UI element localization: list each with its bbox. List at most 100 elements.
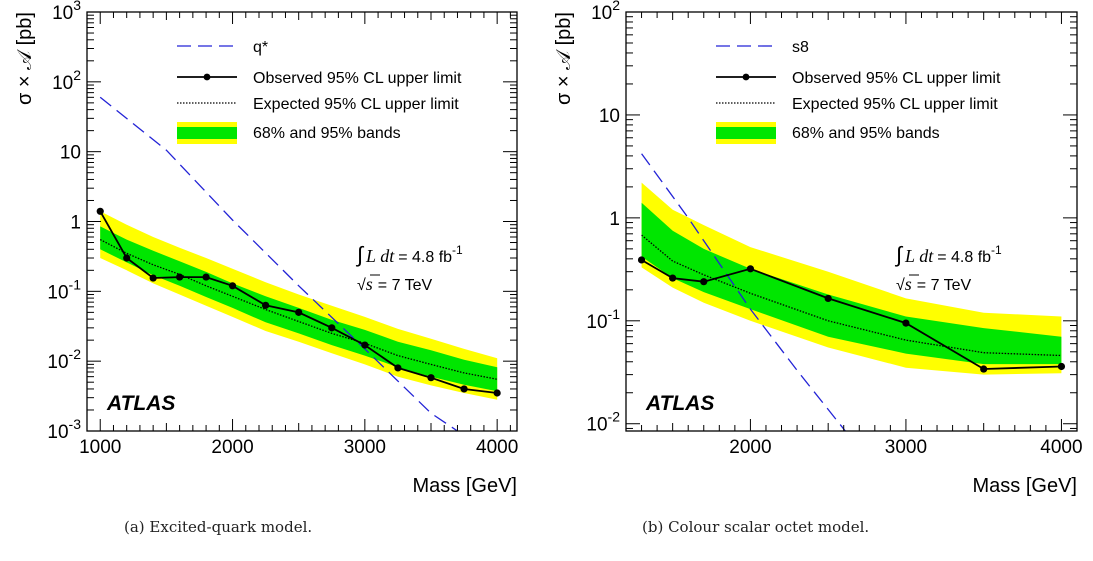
caption-a: (a) Excited-quark model. — [124, 518, 313, 536]
observed-point — [700, 278, 708, 286]
y-tick-exp: -2 — [608, 409, 621, 425]
x-tick-label: 4000 — [1040, 437, 1082, 458]
observed-point — [746, 265, 755, 273]
y-tick-base: 10 — [47, 422, 68, 443]
lumi-value: = 4.8 fb — [398, 249, 452, 266]
y-tick-base: 10 — [586, 415, 607, 436]
x-tick-label: 3000 — [885, 437, 927, 458]
legend-expected-label: Expected 95% CL upper limit — [253, 96, 459, 113]
observed-point — [176, 273, 184, 281]
y-tick-label: 10-2 — [47, 346, 81, 373]
legend-bands-label: 68% and 95% bands — [792, 125, 940, 142]
x-axis-title: Mass [GeV] — [413, 475, 517, 497]
energy-s: s — [905, 274, 912, 294]
x-tick-label: 2000 — [729, 437, 771, 458]
observed-point — [96, 207, 104, 215]
observed-point — [669, 274, 677, 282]
observed-point — [493, 389, 501, 397]
y-tick-label: 1 — [70, 213, 81, 234]
band-68 — [641, 202, 1062, 365]
lumi-exp: -1 — [991, 243, 1002, 257]
plot-frame — [625, 11, 1078, 432]
legend-observed-marker — [203, 73, 211, 81]
legend-observed-label: Observed 95% CL upper limit — [253, 70, 462, 87]
y-tick-base: 10 — [599, 106, 620, 127]
theory-line — [99, 96, 458, 431]
y-tick-label: 10-2 — [586, 409, 620, 436]
energy-sqrt: √ — [896, 277, 905, 294]
legend-theory-label: s8 — [792, 39, 809, 56]
plot-area — [96, 96, 501, 431]
observed-point — [460, 385, 468, 393]
observed-point — [980, 365, 988, 373]
y-tick-base: 1 — [609, 209, 620, 230]
observed-line — [641, 259, 1062, 370]
observed-point — [394, 364, 402, 372]
observed-point — [637, 256, 646, 264]
energy-value: = 7 TeV — [917, 277, 972, 294]
observed-point — [228, 282, 237, 290]
legend-bands-label: 68% and 95% bands — [253, 125, 401, 142]
legend-band68-swatch — [177, 127, 237, 139]
energy-s: s — [366, 274, 373, 294]
lumi-line: ∫ L dt = 4.8 fb-1 — [355, 242, 463, 267]
observed-point — [262, 301, 270, 309]
y-tick-exp: 2 — [73, 67, 81, 83]
legend-band68-swatch — [716, 127, 776, 139]
x-tick-label: 4000 — [476, 437, 518, 458]
y-tick-label: 103 — [52, 0, 81, 24]
y-tick-label: 102 — [52, 67, 81, 94]
x-tick-label: 3000 — [344, 437, 386, 458]
y-tick-base: 10 — [52, 73, 73, 94]
y-tick-exp: -1 — [69, 276, 82, 292]
observed-point — [295, 308, 303, 316]
energy-line: √s = 7 TeV — [357, 274, 433, 294]
lumi-line: ∫ L dt = 4.8 fb-1 — [894, 242, 1002, 267]
observed-point — [149, 274, 157, 282]
legend-observed-label: Observed 95% CL upper limit — [792, 70, 1001, 87]
observed-point — [361, 341, 369, 349]
y-tick-base: 10 — [586, 312, 607, 333]
y-tick-base: 10 — [47, 352, 68, 373]
y-tick-label: 10-1 — [47, 276, 81, 303]
y-tick-base: 10 — [591, 3, 612, 24]
y-axis-title: σ × 𝒜 [pb] — [14, 12, 36, 105]
energy-sqrt: √ — [357, 277, 366, 294]
y-tick-label: 10-1 — [586, 306, 620, 333]
x-tick-label: 2000 — [211, 437, 253, 458]
legend-theory-label: q* — [253, 39, 268, 56]
y-tick-exp: -2 — [69, 346, 82, 362]
observed-line — [99, 210, 498, 394]
lumi-expr: L dt — [904, 246, 934, 266]
y-tick-base: 10 — [60, 143, 81, 164]
energy-value: = 7 TeV — [378, 277, 433, 294]
theory-line — [641, 153, 846, 431]
energy-line: √s = 7 TeV — [896, 274, 972, 294]
caption-b: (b) Colour scalar octet model. — [642, 518, 870, 536]
y-tick-exp: -1 — [608, 306, 621, 322]
panel-a: 1000 2000 3000 400010-310-210-1110102103Mas… — [14, 0, 518, 497]
observed-point — [328, 324, 336, 332]
y-tick-label: 1 — [609, 209, 620, 230]
expected-line — [99, 239, 498, 380]
legend-observed-marker — [742, 73, 750, 81]
observed-point — [123, 254, 131, 262]
observed-point — [1057, 362, 1066, 371]
plot-area — [637, 153, 1066, 431]
observed-point — [902, 319, 910, 327]
y-tick-base: 1 — [70, 213, 81, 234]
lumi-value: = 4.8 fb — [937, 249, 991, 266]
legend-expected-label: Expected 95% CL upper limit — [792, 96, 998, 113]
y-tick-label: 102 — [591, 0, 620, 24]
expected-line — [641, 234, 1062, 357]
x-axis-title: Mass [GeV] — [973, 475, 1077, 497]
y-tick-exp: 3 — [73, 0, 81, 13]
atlas-label: ATLAS — [106, 392, 175, 415]
observed-point — [202, 273, 210, 281]
y-tick-label: 10 — [599, 106, 620, 127]
y-tick-exp: 2 — [612, 0, 620, 13]
lumi-exp: -1 — [452, 243, 463, 257]
y-tick-base: 10 — [52, 3, 73, 24]
x-tick-label: 1000 — [79, 437, 121, 458]
